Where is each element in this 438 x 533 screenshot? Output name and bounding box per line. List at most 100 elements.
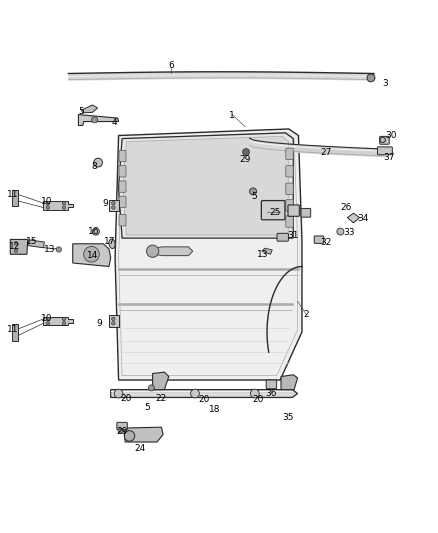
Text: 2: 2 [304,310,309,319]
Circle shape [46,201,49,205]
Polygon shape [152,372,169,390]
Text: 32: 32 [320,238,332,247]
Text: 13: 13 [44,245,55,254]
Text: 14: 14 [87,251,98,260]
Text: 5: 5 [144,402,150,411]
Circle shape [147,245,159,257]
Ellipse shape [109,239,115,248]
Circle shape [92,228,99,235]
Text: 17: 17 [104,237,116,246]
FancyBboxPatch shape [266,380,277,389]
Polygon shape [109,316,120,327]
Circle shape [191,389,199,398]
Text: 3: 3 [382,79,388,87]
Text: 15: 15 [26,237,38,246]
FancyBboxPatch shape [286,183,293,195]
Polygon shape [73,244,111,266]
Circle shape [62,206,66,209]
Text: 25: 25 [269,208,281,217]
Text: 8: 8 [92,161,97,171]
Text: 12: 12 [9,243,20,252]
Text: 20: 20 [121,394,132,403]
FancyBboxPatch shape [119,166,126,177]
Text: 16: 16 [88,227,99,236]
Circle shape [112,317,115,321]
Circle shape [46,206,49,209]
Circle shape [62,317,66,321]
Polygon shape [109,200,120,211]
Polygon shape [43,317,73,326]
Polygon shape [149,247,193,256]
FancyBboxPatch shape [314,236,324,244]
Text: 22: 22 [156,394,167,403]
FancyBboxPatch shape [301,208,311,217]
Circle shape [84,246,99,262]
Text: 1: 1 [229,111,235,120]
Polygon shape [124,427,163,442]
Text: 11: 11 [7,190,19,199]
Circle shape [62,201,66,205]
Polygon shape [43,201,73,210]
Text: 34: 34 [357,214,369,223]
Text: 5: 5 [251,192,257,201]
Circle shape [92,117,98,123]
Text: 33: 33 [343,228,355,237]
Text: 6: 6 [168,61,174,70]
Circle shape [14,241,18,245]
Polygon shape [28,240,44,248]
Circle shape [114,389,123,398]
Polygon shape [78,115,119,125]
Text: 10: 10 [41,314,52,324]
Circle shape [46,317,49,321]
Text: 10: 10 [41,197,52,206]
Text: 11: 11 [7,325,19,334]
FancyBboxPatch shape [378,147,392,155]
Circle shape [46,321,49,325]
Circle shape [112,321,115,325]
Circle shape [112,201,115,205]
FancyBboxPatch shape [380,136,389,144]
FancyBboxPatch shape [117,422,127,430]
Text: 9: 9 [102,199,108,208]
FancyBboxPatch shape [119,150,126,161]
Bar [12,190,18,206]
Text: 29: 29 [240,155,251,164]
FancyBboxPatch shape [286,200,293,211]
Polygon shape [347,213,360,223]
FancyBboxPatch shape [288,205,299,216]
Polygon shape [123,136,289,235]
Bar [12,324,18,341]
Text: 9: 9 [96,319,102,328]
Circle shape [94,158,102,167]
Text: 36: 36 [265,389,277,398]
Circle shape [251,389,259,398]
FancyBboxPatch shape [261,200,285,220]
Circle shape [337,228,344,235]
Circle shape [118,428,124,433]
Polygon shape [119,133,293,238]
Circle shape [14,249,18,253]
FancyBboxPatch shape [286,216,293,227]
Circle shape [367,74,375,82]
FancyBboxPatch shape [286,148,293,159]
Text: 20: 20 [198,395,209,404]
Polygon shape [262,248,272,254]
FancyBboxPatch shape [286,166,293,177]
FancyBboxPatch shape [277,233,288,241]
Text: 13: 13 [257,250,268,259]
Text: 27: 27 [320,149,332,157]
Text: 26: 26 [340,203,351,212]
Text: 31: 31 [287,231,299,240]
Circle shape [250,188,257,195]
FancyBboxPatch shape [119,196,126,207]
Polygon shape [115,129,302,380]
Text: 4: 4 [111,118,117,127]
Text: 20: 20 [253,395,264,404]
Circle shape [124,431,135,441]
Text: 29: 29 [117,427,128,436]
Polygon shape [281,375,297,390]
Circle shape [148,385,154,391]
Text: 37: 37 [384,153,395,162]
Text: 5: 5 [78,107,85,116]
Polygon shape [11,239,28,254]
